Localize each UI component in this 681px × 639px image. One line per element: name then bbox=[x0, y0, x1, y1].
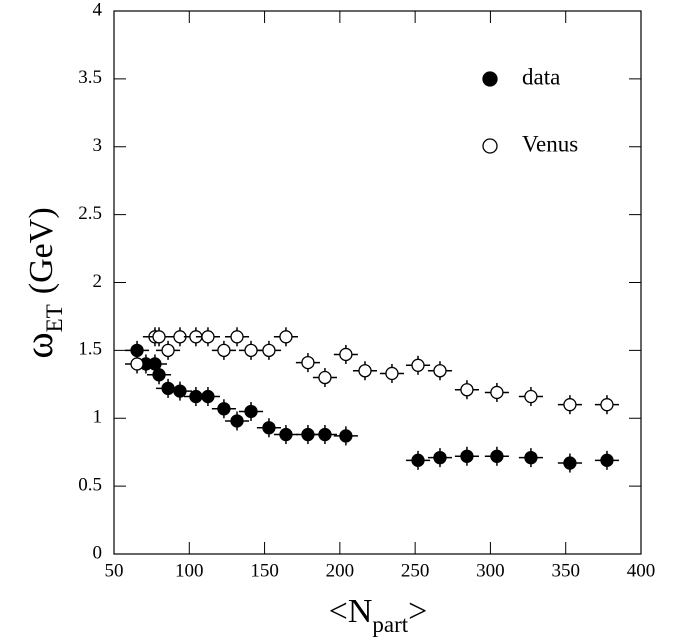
point bbox=[600, 398, 614, 412]
y-tick-label: 2.5 bbox=[78, 203, 102, 224]
legend-label: data bbox=[522, 64, 560, 89]
x-label-main: <N bbox=[329, 593, 373, 630]
point bbox=[217, 402, 231, 416]
point bbox=[161, 381, 175, 396]
point bbox=[460, 383, 474, 397]
y-tick-label: 0.5 bbox=[78, 474, 102, 495]
y-tick-label: 4 bbox=[93, 0, 103, 20]
x-tick-label: 250 bbox=[401, 560, 430, 581]
point bbox=[301, 355, 315, 370]
point bbox=[173, 384, 187, 398]
plot-frame bbox=[113, 10, 642, 555]
point bbox=[161, 343, 175, 358]
y-tick-label: 0 bbox=[93, 542, 103, 563]
y-label-subscript: ET bbox=[42, 304, 67, 332]
point bbox=[385, 366, 399, 381]
point bbox=[279, 427, 293, 442]
point bbox=[262, 421, 276, 435]
point bbox=[318, 370, 332, 385]
point bbox=[230, 330, 244, 344]
point bbox=[524, 450, 538, 465]
point bbox=[339, 429, 353, 443]
x-label-subscript: part bbox=[372, 612, 408, 637]
y-label-symbol: ω bbox=[16, 332, 61, 358]
point bbox=[563, 398, 577, 412]
y-tick-label: 1 bbox=[93, 407, 103, 428]
y-tick-label: 3 bbox=[93, 135, 103, 156]
point bbox=[318, 427, 332, 442]
point bbox=[490, 385, 504, 400]
x-tick-label: 350 bbox=[551, 560, 580, 581]
legend-marker bbox=[482, 71, 498, 87]
point bbox=[201, 389, 215, 404]
y-tick-label: 2 bbox=[93, 271, 103, 292]
point bbox=[460, 449, 474, 463]
point bbox=[301, 427, 315, 442]
point bbox=[130, 357, 144, 371]
point bbox=[358, 364, 372, 378]
x-tick-label: 50 bbox=[105, 560, 124, 581]
x-tick-label: 400 bbox=[627, 560, 656, 581]
legend-label: Venus bbox=[522, 131, 578, 156]
x-tick-label: 200 bbox=[326, 560, 355, 581]
point bbox=[230, 414, 244, 428]
y-axis-label: ωET (GeV) bbox=[16, 207, 67, 358]
point bbox=[262, 343, 276, 358]
point bbox=[600, 453, 614, 467]
point bbox=[244, 343, 258, 358]
point bbox=[244, 404, 258, 419]
point bbox=[433, 364, 447, 378]
y-tick-label: 3.5 bbox=[78, 67, 102, 88]
point bbox=[201, 330, 215, 344]
x-tick-label: 300 bbox=[476, 560, 505, 581]
point bbox=[524, 389, 538, 404]
point bbox=[411, 453, 425, 467]
point bbox=[217, 343, 231, 358]
point bbox=[433, 450, 447, 465]
point bbox=[411, 358, 425, 372]
point bbox=[279, 330, 293, 344]
legend-marker bbox=[482, 138, 498, 154]
point bbox=[563, 456, 577, 470]
y-label-unit: (GeV) bbox=[23, 207, 60, 294]
x-label-suffix: > bbox=[408, 593, 427, 630]
x-axis-label: <Npart> bbox=[329, 593, 428, 637]
point bbox=[339, 347, 353, 362]
point bbox=[152, 368, 166, 382]
point bbox=[490, 449, 504, 463]
x-tick-label: 150 bbox=[250, 560, 279, 581]
y-tick-label: 1.5 bbox=[78, 339, 102, 360]
point bbox=[152, 330, 166, 344]
x-tick-label: 100 bbox=[175, 560, 204, 581]
